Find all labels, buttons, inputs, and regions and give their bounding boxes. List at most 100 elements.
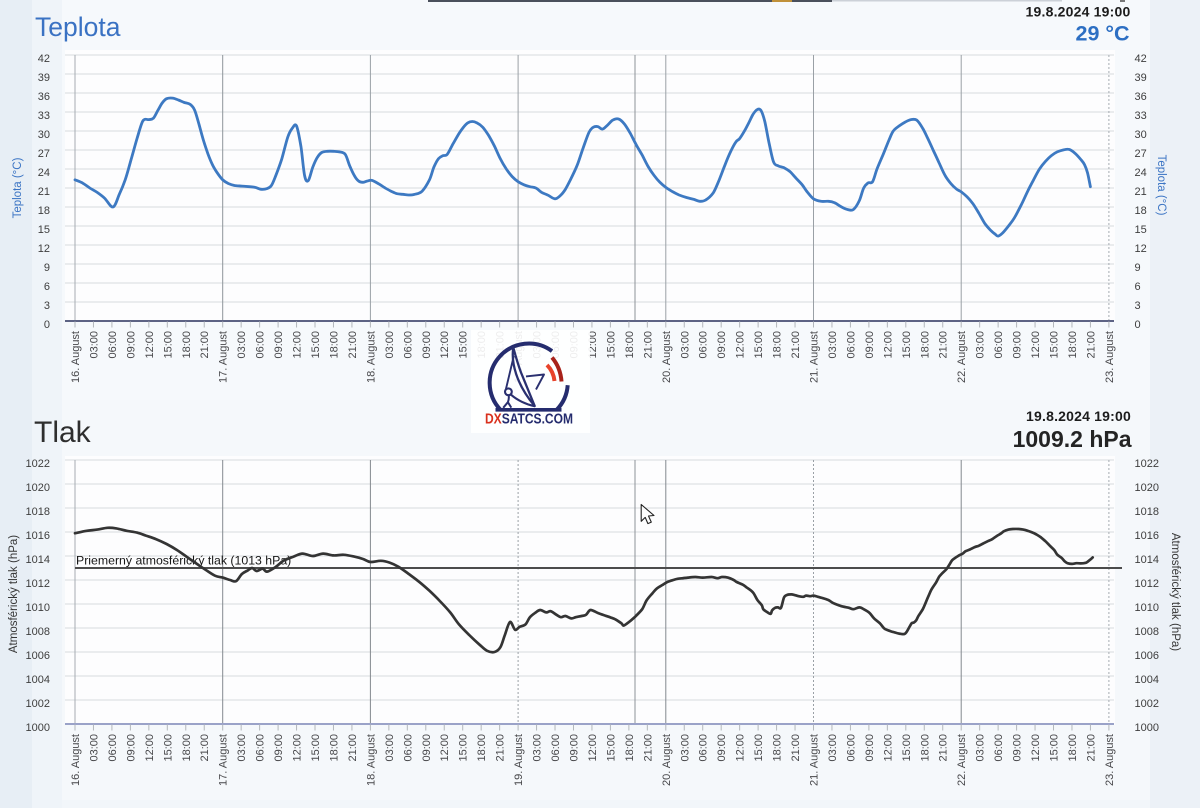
svg-text:0: 0 bbox=[44, 319, 50, 331]
svg-text:21:00: 21:00 bbox=[347, 331, 359, 359]
svg-text:09:00: 09:00 bbox=[273, 331, 285, 359]
svg-text:19.8.2024 19:00: 19.8.2024 19:00 bbox=[1026, 408, 1131, 424]
svg-text:03:00: 03:00 bbox=[89, 734, 101, 762]
svg-text:1006: 1006 bbox=[1135, 650, 1159, 662]
svg-text:1020: 1020 bbox=[26, 482, 50, 494]
svg-text:15: 15 bbox=[38, 224, 50, 236]
svg-text:03:00: 03:00 bbox=[679, 734, 691, 762]
svg-text:09:00: 09:00 bbox=[125, 331, 137, 359]
svg-text:06:00: 06:00 bbox=[107, 331, 119, 359]
svg-text:09:00: 09:00 bbox=[864, 331, 876, 359]
svg-text:19. August: 19. August bbox=[513, 734, 525, 786]
svg-text:18:00: 18:00 bbox=[919, 331, 931, 359]
svg-text:18:00: 18:00 bbox=[181, 331, 193, 359]
svg-text:17. August: 17. August bbox=[218, 734, 230, 786]
svg-text:18: 18 bbox=[38, 205, 50, 217]
svg-text:1000: 1000 bbox=[26, 722, 50, 734]
svg-text:Atmosférický tlak (hPa): Atmosférický tlak (hPa) bbox=[1169, 533, 1181, 651]
svg-text:1016: 1016 bbox=[1135, 530, 1159, 542]
svg-text:09:00: 09:00 bbox=[716, 331, 728, 359]
svg-text:15:00: 15:00 bbox=[753, 331, 765, 359]
svg-text:36: 36 bbox=[1135, 91, 1147, 103]
svg-text:09:00: 09:00 bbox=[1012, 734, 1024, 762]
svg-text:15:00: 15:00 bbox=[1049, 331, 1061, 359]
svg-text:27: 27 bbox=[1135, 148, 1147, 160]
svg-text:21: 21 bbox=[38, 186, 50, 198]
svg-text:21. August: 21. August bbox=[809, 331, 821, 383]
svg-text:1012: 1012 bbox=[1135, 578, 1159, 590]
svg-text:33: 33 bbox=[1135, 110, 1147, 122]
svg-text:15:00: 15:00 bbox=[901, 331, 913, 359]
svg-text:18:00: 18:00 bbox=[772, 734, 784, 762]
svg-text:39: 39 bbox=[38, 72, 50, 84]
svg-text:12:00: 12:00 bbox=[1030, 331, 1042, 359]
svg-text:06:00: 06:00 bbox=[993, 331, 1005, 359]
svg-text:30: 30 bbox=[38, 129, 50, 141]
svg-text:42: 42 bbox=[38, 53, 50, 65]
svg-text:12:00: 12:00 bbox=[882, 734, 894, 762]
svg-text:12:00: 12:00 bbox=[292, 331, 304, 359]
svg-text:03:00: 03:00 bbox=[827, 734, 839, 762]
svg-text:18:00: 18:00 bbox=[1067, 331, 1079, 359]
svg-text:9: 9 bbox=[1135, 262, 1141, 274]
svg-text:09:00: 09:00 bbox=[421, 331, 433, 359]
svg-text:6: 6 bbox=[44, 281, 50, 293]
svg-text:18:00: 18:00 bbox=[329, 331, 341, 359]
svg-text:09:00: 09:00 bbox=[864, 734, 876, 762]
svg-text:1018: 1018 bbox=[1135, 506, 1159, 518]
svg-text:19.8.2024 19:00: 19.8.2024 19:00 bbox=[1026, 4, 1131, 20]
svg-text:15: 15 bbox=[1135, 224, 1147, 236]
svg-text:09:00: 09:00 bbox=[273, 734, 285, 762]
svg-text:1004: 1004 bbox=[26, 674, 50, 686]
svg-text:09:00: 09:00 bbox=[716, 734, 728, 762]
svg-text:09:00: 09:00 bbox=[421, 734, 433, 762]
svg-text:03:00: 03:00 bbox=[89, 331, 101, 359]
svg-text:03:00: 03:00 bbox=[236, 734, 248, 762]
svg-text:15:00: 15:00 bbox=[458, 734, 470, 762]
svg-text:12:00: 12:00 bbox=[882, 331, 894, 359]
svg-text:06:00: 06:00 bbox=[255, 331, 267, 359]
svg-text:21:00: 21:00 bbox=[1085, 331, 1097, 359]
svg-text:Teplota: Teplota bbox=[35, 12, 121, 42]
svg-text:12:00: 12:00 bbox=[292, 734, 304, 762]
svg-text:30: 30 bbox=[1135, 129, 1147, 141]
svg-text:Teplota (°C): Teplota (°C) bbox=[12, 157, 24, 218]
svg-text:15:00: 15:00 bbox=[901, 734, 913, 762]
svg-text:42: 42 bbox=[1135, 53, 1147, 65]
svg-text:03:00: 03:00 bbox=[827, 331, 839, 359]
svg-text:1004: 1004 bbox=[1135, 674, 1159, 686]
svg-text:18. August: 18. August bbox=[365, 331, 377, 383]
svg-text:15:00: 15:00 bbox=[162, 331, 174, 359]
svg-text:03:00: 03:00 bbox=[532, 734, 544, 762]
svg-text:1022: 1022 bbox=[26, 458, 50, 470]
svg-text:18:00: 18:00 bbox=[1067, 734, 1079, 762]
svg-text:15:00: 15:00 bbox=[1049, 734, 1061, 762]
svg-text:09:00: 09:00 bbox=[569, 734, 581, 762]
svg-text:15:00: 15:00 bbox=[753, 734, 765, 762]
svg-text:03:00: 03:00 bbox=[384, 331, 396, 359]
svg-text:1008: 1008 bbox=[26, 626, 50, 638]
svg-text:39: 39 bbox=[1135, 72, 1147, 84]
svg-text:06:00: 06:00 bbox=[402, 331, 414, 359]
svg-text:3: 3 bbox=[1135, 300, 1141, 312]
svg-text:27: 27 bbox=[38, 148, 50, 160]
svg-text:21: 21 bbox=[1135, 186, 1147, 198]
svg-text:21:00: 21:00 bbox=[199, 331, 211, 359]
svg-text:1008: 1008 bbox=[1135, 626, 1159, 638]
svg-text:15:00: 15:00 bbox=[458, 331, 470, 359]
svg-text:15:00: 15:00 bbox=[162, 734, 174, 762]
svg-text:12: 12 bbox=[1135, 243, 1147, 255]
svg-text:06:00: 06:00 bbox=[993, 734, 1005, 762]
svg-text:21:00: 21:00 bbox=[495, 734, 507, 762]
svg-text:12:00: 12:00 bbox=[1030, 734, 1042, 762]
svg-text:36: 36 bbox=[38, 91, 50, 103]
svg-text:23. August: 23. August bbox=[1104, 331, 1116, 383]
svg-text:06:00: 06:00 bbox=[107, 734, 119, 762]
svg-text:Priemerný atmosférický tlak (1: Priemerný atmosférický tlak (1013 hPa) bbox=[76, 554, 291, 568]
svg-text:12:00: 12:00 bbox=[587, 734, 599, 762]
svg-text:15:00: 15:00 bbox=[605, 331, 617, 359]
svg-text:24: 24 bbox=[1135, 167, 1147, 179]
svg-text:09:00: 09:00 bbox=[125, 734, 137, 762]
svg-text:1009.2 hPa: 1009.2 hPa bbox=[1013, 426, 1132, 452]
svg-text:12:00: 12:00 bbox=[144, 734, 156, 762]
